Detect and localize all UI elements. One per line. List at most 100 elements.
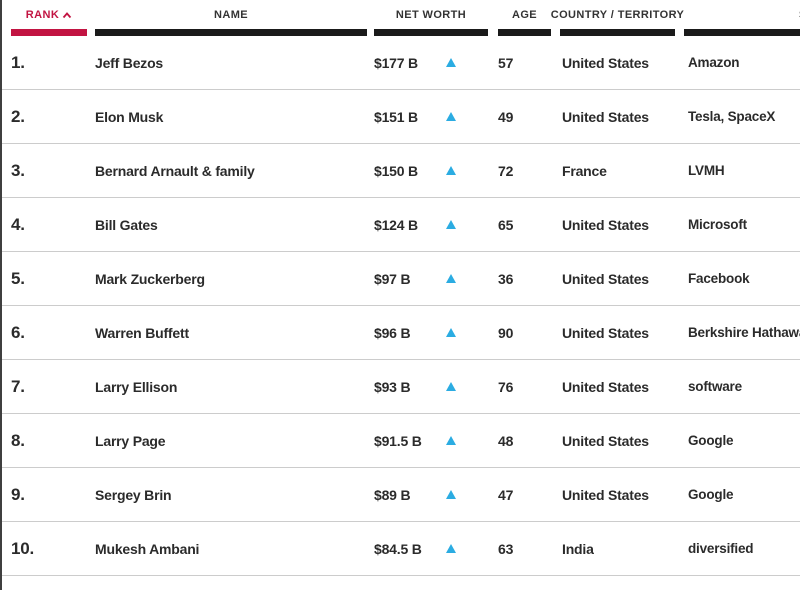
sort-ascending-icon <box>63 12 72 19</box>
table-row[interactable]: 5. Mark Zuckerberg $97 B 36 United State… <box>2 252 800 306</box>
column-header-rank[interactable]: RANK <box>11 8 87 36</box>
net-worth-change-up-icon <box>446 382 456 391</box>
column-header-age[interactable]: AGE <box>498 8 551 36</box>
name-header-label: NAME <box>214 9 248 21</box>
net-worth-cell: $84.5 B <box>374 541 488 557</box>
source-cell: Tesla, SpaceX <box>688 109 776 124</box>
net-worth-cell: $124 B <box>374 217 488 233</box>
rank-cell: 3. <box>11 160 25 180</box>
net-worth-value: $93 B <box>374 378 411 395</box>
source-cell: Google <box>688 487 734 502</box>
net-worth-value: $150 B <box>374 162 418 179</box>
name-cell: Mukesh Ambani <box>95 540 200 557</box>
name-cell: Elon Musk <box>95 108 164 125</box>
age-cell: 47 <box>498 486 514 503</box>
table-header-row: RANK NAME NET WORTH AGE COUNTRY / TERRIT… <box>2 0 800 36</box>
age-header-underline <box>498 29 551 36</box>
column-header-country-territory[interactable]: COUNTRY / TERRITORY <box>551 8 684 36</box>
country-cell: United States <box>562 54 649 71</box>
source-cell: Berkshire Hathaway <box>688 325 800 340</box>
net-worth-cell: $150 B <box>374 163 488 179</box>
net-worth-change-up-icon <box>446 166 456 175</box>
net-worth-change-up-icon <box>446 490 456 499</box>
net-worth-value: $151 B <box>374 108 418 125</box>
net-worth-value: $89 B <box>374 486 411 503</box>
source-cell: Google <box>688 433 734 448</box>
source-cell: software <box>688 379 742 394</box>
country-cell: United States <box>562 216 649 233</box>
net-worth-value: $177 B <box>374 54 418 71</box>
rank-cell: 9. <box>11 484 25 504</box>
table-row[interactable]: 4. Bill Gates $124 B 65 United States Mi… <box>2 198 800 252</box>
age-cell: 65 <box>498 216 514 233</box>
net-worth-change-up-icon <box>446 436 456 445</box>
table-row[interactable]: 1. Jeff Bezos $177 B 57 United States Am… <box>2 36 800 90</box>
net-worth-change-up-icon <box>446 220 456 229</box>
country-cell: United States <box>562 270 649 287</box>
rank-cell: 2. <box>11 106 25 126</box>
age-cell: 72 <box>498 162 514 179</box>
net-worth-header-underline <box>374 29 488 36</box>
age-cell: 76 <box>498 378 514 395</box>
age-cell: 48 <box>498 432 514 449</box>
source-cell: Facebook <box>688 271 750 286</box>
name-header-underline <box>95 29 367 36</box>
net-worth-value: $84.5 B <box>374 540 422 557</box>
country-cell: United States <box>562 486 649 503</box>
net-worth-cell: $151 B <box>374 109 488 125</box>
rank-header-label: RANK <box>25 9 60 21</box>
rank-cell: 6. <box>11 322 25 342</box>
net-worth-change-up-icon <box>446 328 456 337</box>
age-cell: 90 <box>498 324 514 341</box>
table-row[interactable]: 6. Warren Buffett $96 B 90 United States… <box>2 306 800 360</box>
name-cell: Sergey Brin <box>95 486 172 503</box>
table-body: 1. Jeff Bezos $177 B 57 United States Am… <box>2 36 800 576</box>
rank-cell: 10. <box>11 538 35 558</box>
age-cell: 49 <box>498 108 514 125</box>
country-cell: United States <box>562 108 649 125</box>
table-row[interactable]: 9. Sergey Brin $89 B 47 United States Go… <box>2 468 800 522</box>
country-header-underline <box>560 29 675 36</box>
table-row[interactable]: 7. Larry Ellison $93 B 76 United States … <box>2 360 800 414</box>
rank-cell: 8. <box>11 430 25 450</box>
column-header-net-worth[interactable]: NET WORTH <box>374 8 488 36</box>
country-cell: United States <box>562 324 649 341</box>
name-cell: Bernard Arnault & family <box>95 162 255 179</box>
table-row[interactable]: 8. Larry Page $91.5 B 48 United States G… <box>2 414 800 468</box>
country-cell: United States <box>562 378 649 395</box>
net-worth-change-up-icon <box>446 112 456 121</box>
name-cell: Larry Page <box>95 432 166 449</box>
name-cell: Warren Buffett <box>95 324 189 341</box>
name-cell: Larry Ellison <box>95 378 178 395</box>
column-header-name[interactable]: NAME <box>95 8 367 36</box>
country-header-label: COUNTRY / TERRITORY <box>550 9 685 21</box>
rank-cell: 4. <box>11 214 25 234</box>
net-worth-change-up-icon <box>446 544 456 553</box>
name-cell: Jeff Bezos <box>95 54 164 71</box>
net-worth-change-up-icon <box>446 274 456 283</box>
source-header-underline <box>684 29 800 36</box>
net-worth-cell: $91.5 B <box>374 433 488 449</box>
net-worth-cell: $89 B <box>374 487 488 503</box>
net-worth-change-up-icon <box>446 58 456 67</box>
net-worth-cell: $93 B <box>374 379 488 395</box>
rank-cell: 7. <box>11 376 25 396</box>
net-worth-value: $97 B <box>374 270 411 287</box>
age-cell: 57 <box>498 54 514 71</box>
table-row[interactable]: 2. Elon Musk $151 B 49 United States Tes… <box>2 90 800 144</box>
net-worth-value: $96 B <box>374 324 411 341</box>
country-cell: France <box>562 162 607 179</box>
age-cell: 63 <box>498 540 514 557</box>
table-row[interactable]: 3. Bernard Arnault & family $150 B 72 Fr… <box>2 144 800 198</box>
source-cell: Microsoft <box>688 217 747 232</box>
net-worth-value: $124 B <box>374 216 418 233</box>
table-row[interactable]: 10. Mukesh Ambani $84.5 B 63 India diver… <box>2 522 800 576</box>
name-cell: Mark Zuckerberg <box>95 270 205 287</box>
country-cell: India <box>562 540 594 557</box>
source-cell: LVMH <box>688 163 725 178</box>
rank-header-underline <box>11 29 87 36</box>
name-cell: Bill Gates <box>95 216 158 233</box>
source-cell: diversified <box>688 541 754 556</box>
column-header-source[interactable]: SOURCE <box>684 8 800 36</box>
